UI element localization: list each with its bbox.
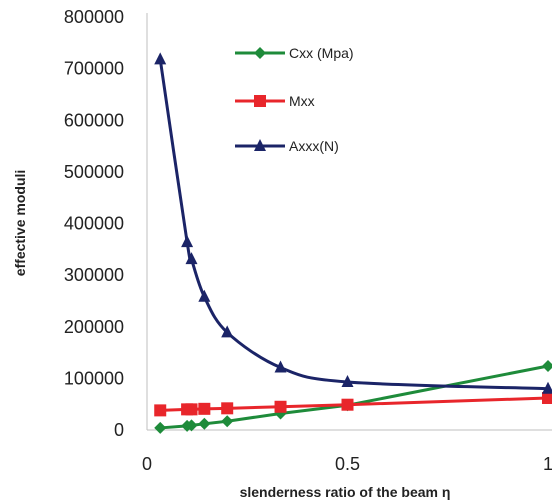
series-line-diamond: [160, 364, 549, 430]
y-tick-label: 200000: [64, 317, 124, 337]
data-point-square: [185, 403, 198, 416]
y-tick-label: 800000: [64, 7, 124, 27]
legend-label: Axxx(N): [289, 138, 339, 154]
y-tick-label: 300000: [64, 265, 124, 285]
data-point-triangle: [154, 52, 167, 65]
data-point-triangle: [198, 289, 211, 302]
series-triangle: [154, 52, 552, 394]
series-line-triangle: [158, 59, 549, 391]
data-point-square: [221, 402, 234, 415]
data-point-diamond: [221, 415, 234, 428]
y-tick-label: 700000: [64, 59, 124, 79]
y-tick-label: 600000: [64, 110, 124, 130]
data-point-triangle: [542, 381, 552, 394]
legend-marker-diamond: [254, 47, 266, 59]
x-tick-label: 0: [142, 454, 152, 474]
data-point-triangle: [181, 235, 194, 248]
data-point-square: [198, 402, 211, 415]
x-tick-label: 1: [543, 454, 552, 474]
y-tick-label: 100000: [64, 368, 124, 388]
data-point-triangle: [185, 252, 198, 265]
y-tick-labels: 0 100000 200000 300000 400000 500000 600000 700…: [64, 7, 124, 440]
series-diamond: [154, 359, 552, 434]
series-square: [154, 391, 552, 417]
series-line-square: [160, 396, 549, 412]
axes: [146, 13, 552, 431]
legend-label: Cxx (Mpa): [289, 45, 354, 61]
x-tick-label: 0.5: [335, 454, 360, 474]
data-point-diamond: [185, 419, 198, 432]
legend-marker-square: [254, 95, 266, 107]
x-tick-labels: 0 0.5 1: [142, 454, 552, 474]
legend-label: Mxx: [289, 93, 315, 109]
y-tick-label: 400000: [64, 214, 124, 234]
data-point-diamond: [542, 359, 552, 372]
y-tick-label: 0: [114, 420, 124, 440]
series-layer: [154, 52, 552, 434]
data-point-diamond: [154, 421, 167, 434]
data-point-diamond: [198, 417, 211, 430]
legend-marker-triangle: [254, 139, 266, 151]
x-axis-title: slenderness ratio of the beam η: [240, 484, 451, 500]
data-point-square: [154, 404, 167, 417]
legend: Cxx (Mpa) Mxx Axxx(N): [235, 45, 354, 154]
data-point-triangle: [221, 325, 234, 338]
data-point-square: [341, 398, 354, 411]
y-tick-label: 500000: [64, 162, 124, 182]
data-point-triangle: [341, 374, 354, 387]
data-point-square: [542, 391, 552, 404]
y-axis-title: effective moduli: [12, 170, 28, 277]
data-point-square: [274, 400, 287, 413]
data-point-triangle: [274, 360, 287, 373]
